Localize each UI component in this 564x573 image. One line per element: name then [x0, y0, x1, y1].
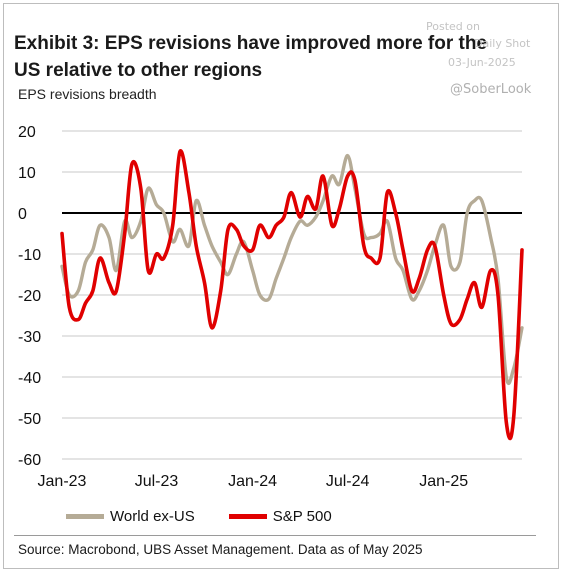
y-tick-label: -20: [18, 288, 41, 305]
x-tick-label: Jul-23: [135, 473, 179, 490]
series-lines: [60, 149, 524, 441]
series-line-sp500: [60, 149, 524, 441]
y-tick-labels: 20 10 0 -10 -20 -30 -40 -50 -60: [18, 124, 41, 469]
y-tick-label: 0: [18, 206, 27, 223]
source-note: Source: Macrobond, UBS Asset Management.…: [18, 542, 423, 557]
legend: World ex-US S&P 500: [66, 508, 366, 525]
legend-label-sp500: S&P 500: [272, 508, 332, 525]
grid-lines: [62, 130, 522, 460]
watermark-handle: @SoberLook: [450, 82, 532, 97]
watermark-line2: Daily Shot: [474, 37, 531, 50]
watermark-line1: Posted on: [426, 20, 480, 33]
chart-title: Exhibit 3: EPS revisions have improved m…: [14, 33, 488, 81]
legend-label-world-ex-us: World ex-US: [110, 508, 195, 525]
y-tick-label: 10: [18, 165, 36, 182]
legend-swatch-sp500: [228, 514, 267, 519]
x-tick-label: Jan-25: [419, 473, 468, 490]
watermark-date: 03-Jun-2025: [448, 56, 516, 69]
legend-item-world-ex-us: World ex-US: [66, 508, 195, 525]
y-tick-label: -40: [18, 370, 41, 387]
source-divider: [14, 535, 536, 536]
x-tick-label: Jan-23: [38, 473, 87, 490]
x-tick-labels: Jan-23 Jul-23 Jan-24 Jul-24 Jan-25: [38, 473, 469, 490]
x-tick-label: Jan-24: [228, 473, 277, 490]
legend-item-sp500: S&P 500: [228, 508, 332, 525]
y-tick-label: -10: [18, 247, 41, 264]
legend-swatch-world-ex-us: [66, 514, 104, 519]
y-tick-label: -60: [18, 452, 41, 469]
y-tick-label: -50: [18, 411, 41, 428]
x-tick-label: Jul-24: [326, 473, 370, 490]
y-axis-label: EPS revisions breadth: [18, 86, 157, 102]
series-line-world-ex-us: [60, 153, 524, 385]
y-tick-label: -30: [18, 329, 41, 346]
y-tick-label: 20: [18, 124, 36, 141]
